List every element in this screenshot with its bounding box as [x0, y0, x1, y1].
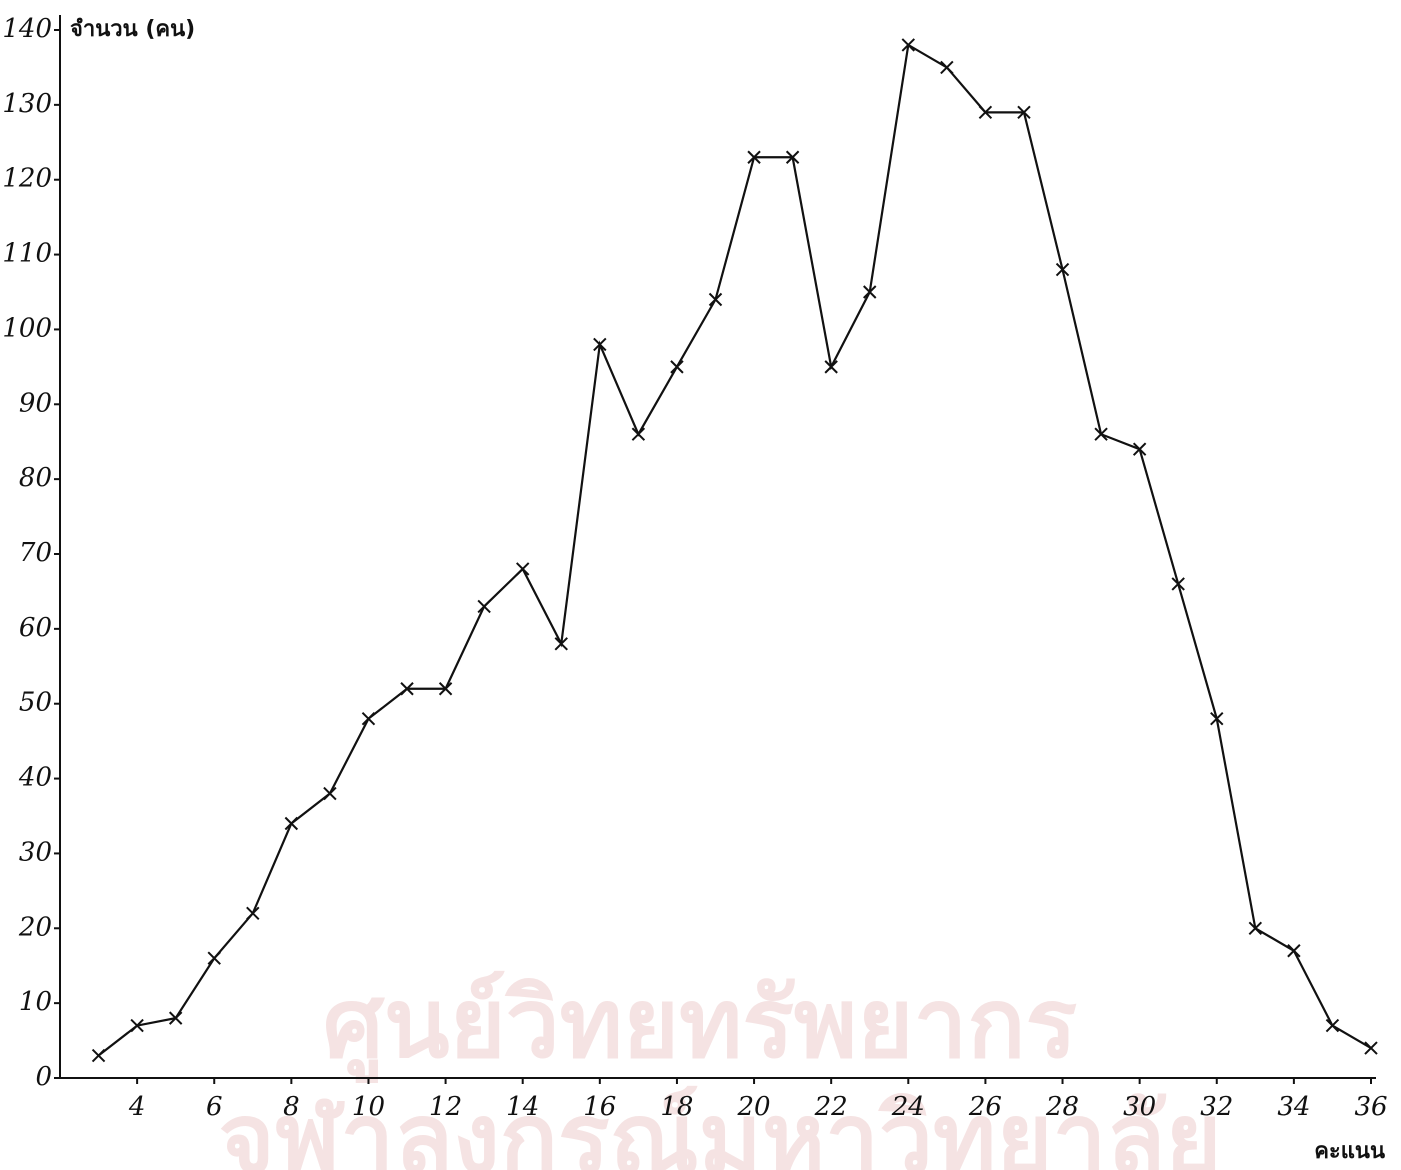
y-axis-label: จำนวน (คน) — [70, 17, 195, 42]
marker — [1171, 577, 1185, 591]
x-tick-label: 14 — [506, 1092, 539, 1122]
y-tick-label: 60 — [19, 613, 52, 643]
y-tick-label: 30 — [19, 837, 52, 867]
watermark: ศูนย์วิทยทรัพยากร — [323, 967, 1077, 1083]
marker — [91, 1048, 106, 1063]
marker — [901, 38, 916, 52]
marker — [477, 599, 491, 614]
x-tick-label: 10 — [352, 1092, 385, 1122]
marker — [284, 816, 299, 831]
y-tick-label: 70 — [19, 538, 52, 568]
x-tick-label: 36 — [1354, 1092, 1387, 1122]
x-tick-label: 28 — [1045, 1092, 1079, 1122]
marker — [515, 562, 530, 576]
line — [97, 43, 1372, 1057]
marker — [785, 150, 800, 164]
marker — [1364, 1041, 1378, 1055]
marker — [863, 285, 877, 299]
x-tick-label: 16 — [583, 1092, 616, 1122]
watermark: จุฬาลงกรณ์มหาวิทยาลัย — [218, 1082, 1221, 1170]
marker — [1132, 442, 1147, 456]
y-tick-label: 110 — [2, 239, 52, 269]
x-tick-label: 18 — [660, 1092, 693, 1122]
marker — [708, 292, 723, 307]
marker — [1017, 105, 1031, 120]
marker — [1287, 944, 1301, 958]
x-tick-label: 12 — [429, 1092, 462, 1122]
marker — [1325, 1018, 1340, 1033]
y-tick-label: 130 — [2, 89, 52, 119]
y-tick-label: 80 — [19, 463, 52, 493]
y-tick-label: 120 — [2, 164, 52, 194]
marker — [246, 906, 260, 921]
marker — [207, 951, 221, 965]
marker — [438, 682, 453, 696]
y-tick-label: 50 — [19, 688, 52, 718]
marker — [978, 105, 993, 120]
marker — [670, 360, 684, 374]
marker — [824, 360, 838, 374]
marker — [400, 682, 414, 696]
y-tick-label: 90 — [19, 388, 52, 418]
x-tick-label: 8 — [283, 1092, 300, 1122]
marker — [593, 337, 607, 352]
y-tick-label: 40 — [18, 763, 52, 793]
x-tick-label: 26 — [968, 1092, 1002, 1122]
y-tick-label: 100 — [2, 313, 52, 343]
y-tick-label: 20 — [18, 912, 52, 942]
marker — [940, 60, 954, 75]
marker — [130, 1018, 144, 1033]
marker — [1248, 921, 1263, 935]
marker — [631, 427, 646, 441]
x-tick-label: 4 — [128, 1092, 146, 1122]
y-tick-label: 10 — [19, 987, 52, 1017]
x-tick-label: 34 — [1277, 1092, 1310, 1122]
marker — [1094, 427, 1108, 441]
marker — [747, 150, 761, 164]
marker — [554, 637, 568, 651]
y-tick-label: 140 — [2, 14, 52, 44]
x-tick-label: 24 — [891, 1092, 925, 1122]
x-tick-label: 30 — [1123, 1092, 1156, 1122]
y-tick-label: 0 — [35, 1062, 52, 1092]
marker — [323, 786, 337, 801]
x-tick-label: 20 — [737, 1092, 771, 1122]
x-tick-label: 6 — [206, 1092, 223, 1122]
marker — [1210, 711, 1224, 726]
marker — [361, 711, 376, 726]
x-tick-label: 22 — [814, 1092, 848, 1122]
marker — [168, 1011, 183, 1025]
x-tick-label: 32 — [1200, 1092, 1233, 1122]
marker — [1055, 262, 1070, 277]
x-axis-label: คะแนน — [1314, 1139, 1385, 1164]
